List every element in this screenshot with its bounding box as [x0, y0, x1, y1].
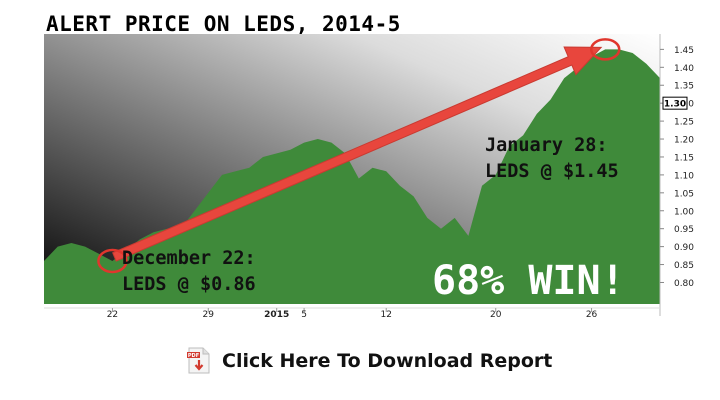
axis-layer: 0.80 0.85 0.90 0.95 1.00 1.05 1.10 1.15 1.20 1.25… [44, 34, 694, 320]
area-layer [44, 49, 660, 305]
y-tick-label: 1.00 [674, 207, 694, 217]
price-area [44, 49, 660, 305]
end-point-circle [589, 38, 621, 61]
start-annotation: December 22: LEDS @ $0.86 [122, 246, 256, 298]
start-date-label: December 22: [122, 248, 256, 269]
y-tick-label: 1.45 [674, 46, 694, 56]
price-chart: 0.80 0.85 0.90 0.95 1.00 1.05 1.10 1.15 1.20 1.25… [44, 34, 694, 320]
pdf-icon-text: PDF [188, 353, 199, 359]
start-price-label: LEDS @ $0.86 [122, 274, 256, 295]
x-tick-label: 5 [301, 310, 307, 320]
start-point-circle [97, 248, 128, 274]
x-tick-label: 29 [203, 310, 215, 320]
win-label: 68% WIN! [432, 258, 625, 304]
overlay-layer [97, 38, 621, 274]
x-tick-label: 26 [586, 310, 598, 320]
x-tick-label: 20 [490, 310, 502, 320]
end-date-label: January 28: [485, 135, 608, 156]
y-tick-label: 0.80 [674, 279, 694, 289]
download-report-link[interactable]: PDF Click Here To Download Report [186, 346, 552, 376]
current-value-label: 1.30 [664, 100, 686, 110]
y-tick-label: 1.25 [674, 118, 694, 128]
y-tick-label: 0.95 [674, 225, 694, 235]
y-tick-label: 1.15 [674, 153, 694, 163]
y-tick-label: 1.20 [674, 136, 694, 146]
current-value-box [662, 96, 688, 110]
y-tick-label: 0.85 [674, 261, 694, 271]
y-tick-label: 1.40 [674, 64, 694, 74]
x-tick-label: 12 [380, 310, 391, 320]
trend-arrow [112, 46, 603, 262]
x-tick-label: 2015 [264, 310, 289, 320]
download-report-label[interactable]: Click Here To Download Report [222, 350, 553, 372]
x-tick-label: 22 [107, 310, 118, 320]
chart-title: ALERT PRICE ON LEDS, 2014-5 [46, 12, 401, 36]
pdf-icon: PDF [187, 347, 210, 374]
y-tick-label: 0.90 [674, 243, 694, 253]
y-tick-label: 1.05 [674, 189, 694, 199]
end-price-label: LEDS @ $1.45 [485, 161, 619, 182]
end-annotation: January 28: LEDS @ $1.45 [485, 133, 619, 185]
y-tick-label: 1.10 [674, 171, 694, 181]
y-tick-label: 1.35 [674, 82, 694, 92]
